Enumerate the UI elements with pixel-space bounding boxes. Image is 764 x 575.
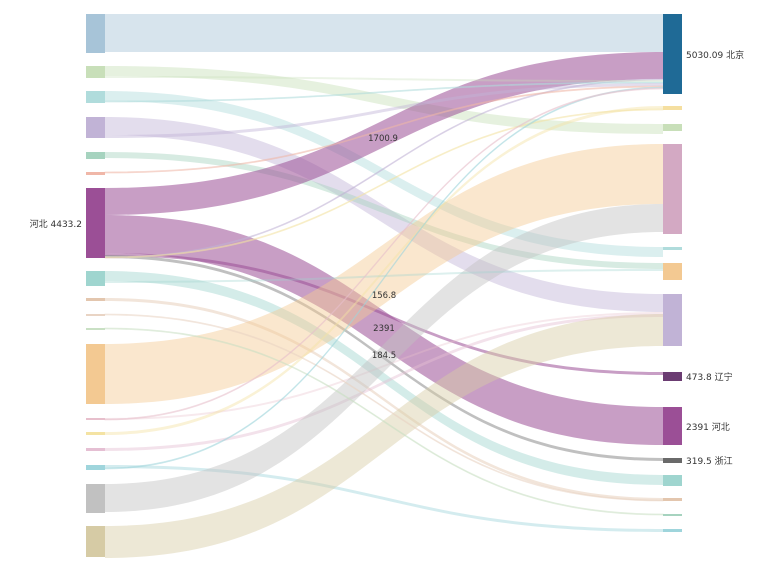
source-node-16[interactable] <box>86 484 105 513</box>
target-node-0[interactable] <box>663 14 682 94</box>
source-node-13[interactable] <box>86 432 105 435</box>
sankey-link-15 <box>105 465 663 532</box>
sankey-link-2 <box>105 91 663 257</box>
sankey-link-10 <box>105 298 663 501</box>
sankey-link-0 <box>105 14 663 52</box>
flow-label-7: 156.8 <box>372 291 396 301</box>
target-node-4[interactable] <box>663 247 682 250</box>
sankey-links <box>104 14 664 558</box>
target-node-8[interactable] <box>663 407 682 445</box>
target-label-7: 473.8 辽宁 <box>686 371 733 383</box>
target-node-6[interactable] <box>663 294 682 346</box>
sankey-link-9 <box>105 271 663 485</box>
target-label-8: 2391 河北 <box>686 421 730 433</box>
target-node-10[interactable] <box>663 475 682 486</box>
target-node-5[interactable] <box>663 263 682 280</box>
sankey-link-13 <box>105 106 663 435</box>
source-node-0[interactable] <box>86 14 105 53</box>
sankey-link-20 <box>105 76 663 82</box>
sankey-link-5 <box>105 52 663 215</box>
source-node-6[interactable] <box>86 188 105 258</box>
source-node-14[interactable] <box>86 448 105 451</box>
sankey-labels: 河北 4433.2 5030.09 北京 473.8 辽宁 2391 河北 319.5 … <box>30 49 744 467</box>
sankey-link-11 <box>105 144 663 404</box>
source-node-15[interactable] <box>86 465 105 470</box>
target-node-1[interactable] <box>663 106 682 110</box>
target-node-7[interactable] <box>663 372 682 381</box>
sankey-link-8 <box>105 255 663 461</box>
source-node-1[interactable] <box>86 66 105 78</box>
source-node-4[interactable] <box>86 152 105 159</box>
target-node-2[interactable] <box>663 124 682 131</box>
target-node-13[interactable] <box>663 529 682 532</box>
sankey-link-22 <box>105 83 663 138</box>
sankey-link-7 <box>105 253 663 375</box>
sankey-nodes <box>86 14 682 557</box>
sankey-link-4 <box>105 152 663 269</box>
source-node-9[interactable] <box>86 314 105 316</box>
target-label-9: 319.5 浙江 <box>686 455 733 467</box>
flow-label-8: 184.5 <box>372 351 396 361</box>
source-node-5[interactable] <box>86 172 105 175</box>
flow-label-6: 2391 <box>373 324 395 334</box>
flow-label-5: 1700.9 <box>368 134 398 144</box>
sankey-link-24 <box>105 269 663 283</box>
sankey-link-14 <box>105 314 663 451</box>
source-node-7[interactable] <box>86 271 105 286</box>
target-node-11[interactable] <box>663 498 682 501</box>
source-node-12[interactable] <box>86 418 105 420</box>
sankey-link-6 <box>105 215 663 445</box>
source-label-6: 河北 4433.2 <box>30 218 82 230</box>
sankey-link-3 <box>105 117 663 312</box>
source-node-17[interactable] <box>86 526 105 557</box>
sankey-link-12 <box>105 312 663 420</box>
source-node-10[interactable] <box>86 328 105 330</box>
sankey-link-1 <box>105 66 663 134</box>
target-node-3[interactable] <box>663 144 682 234</box>
sankey-link-17 <box>105 314 663 558</box>
source-node-2[interactable] <box>86 91 105 103</box>
target-node-9[interactable] <box>663 458 682 463</box>
source-node-8[interactable] <box>86 298 105 301</box>
target-label-0: 5030.09 北京 <box>686 49 744 61</box>
target-node-12[interactable] <box>663 514 682 516</box>
source-node-11[interactable] <box>86 344 105 404</box>
source-node-3[interactable] <box>86 117 105 138</box>
sankey-link-16 <box>105 204 663 512</box>
